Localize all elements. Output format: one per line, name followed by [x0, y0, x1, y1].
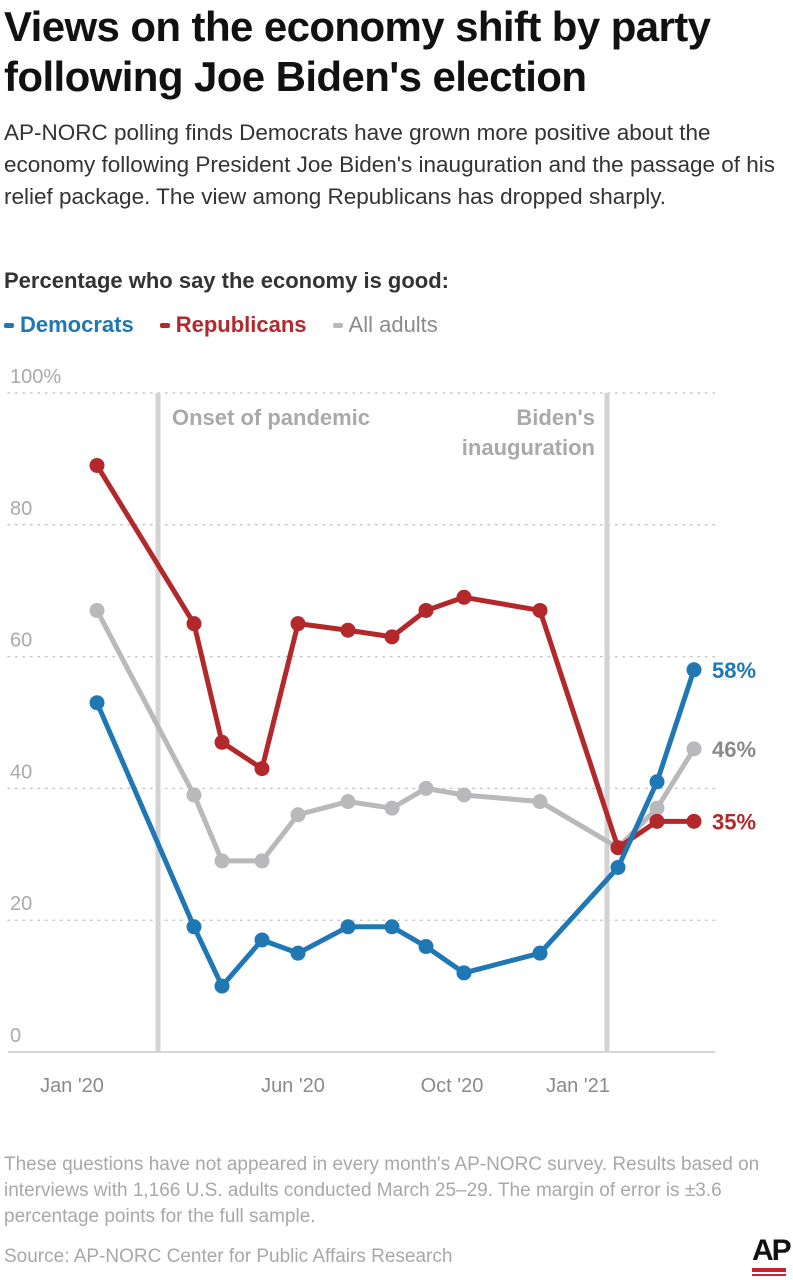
series-line-all-adults: [94, 607, 697, 864]
x-tick-label: Jun '20: [261, 1075, 325, 1097]
footnote: These questions have not appeared in eve…: [4, 1154, 760, 1227]
ap-logo: AP: [752, 1234, 792, 1276]
legend: Democrats Republicans All adults: [4, 312, 438, 338]
data-point-democrats: [418, 939, 434, 955]
data-point-democrats: [532, 945, 548, 961]
series-line-republicans: [94, 462, 697, 851]
legend-item-democrats: Democrats: [4, 312, 134, 338]
data-point-democrats: [89, 695, 105, 711]
data-point-republicans: [89, 457, 105, 473]
data-point-all-adults: [89, 602, 105, 618]
ap-logo-bar-thin: [752, 1274, 786, 1276]
x-tick-label: Jan '21: [546, 1075, 610, 1097]
y-tick-label: 60: [10, 630, 32, 652]
data-point-republicans: [418, 602, 434, 618]
legend-label-republicans: Republicans: [175, 312, 307, 337]
end-label-democrats: 58%: [712, 658, 756, 683]
data-point-all-adults: [532, 794, 548, 810]
legend-item-all-adults: All adults: [332, 312, 438, 338]
source-note: Source: AP-NORC Center for Public Affair…: [4, 1246, 453, 1267]
annotation-pandemic: Onset of pandemic: [172, 405, 370, 430]
end-label-republicans: 35%: [712, 809, 756, 834]
chart-title: Views on the economy shift by party foll…: [4, 3, 711, 100]
data-point-republicans: [186, 616, 202, 632]
y-tick-label: 0: [10, 1025, 21, 1047]
data-point-democrats: [384, 919, 400, 935]
y-tick-label: 100%: [10, 366, 61, 388]
data-point-all-adults: [456, 787, 472, 803]
legend-swatch-republicans: [159, 322, 170, 328]
data-point-republicans: [214, 734, 230, 750]
y-tick-label: 80: [10, 498, 32, 520]
data-point-republicans: [384, 629, 400, 645]
annotation-inauguration: Biden's: [516, 405, 595, 430]
line-chart: 100% 80 60 40 20 0 Onset of pandemic Biden's ina…: [7, 366, 756, 1097]
ap-logo-text: AP: [752, 1234, 792, 1267]
data-point-all-adults: [384, 800, 400, 816]
data-point-democrats: [340, 919, 356, 935]
data-point-republicans: [456, 589, 472, 605]
data-point-democrats: [214, 978, 230, 994]
legend-label-democrats: Democrats: [20, 312, 134, 337]
data-point-democrats: [686, 662, 702, 678]
y-tick-label: 20: [10, 893, 32, 915]
data-point-all-adults: [418, 780, 434, 796]
data-point-all-adults: [186, 787, 202, 803]
chart-subtitle: AP-NORC polling finds Democrats have gro…: [4, 120, 776, 209]
ap-logo-bar: [752, 1268, 786, 1272]
data-point-republicans: [290, 616, 306, 632]
data-point-republicans: [610, 840, 626, 856]
data-point-democrats: [649, 774, 665, 790]
legend-label-all-adults: All adults: [348, 312, 438, 337]
data-point-democrats: [456, 965, 472, 981]
data-point-republicans: [340, 622, 356, 638]
data-point-all-adults: [649, 800, 665, 816]
end-label-all-adults: 46%: [712, 737, 756, 762]
y-tick-label: 40: [10, 761, 32, 783]
x-tick-label: Jan '20: [40, 1075, 104, 1097]
legend-item-republicans: Republicans: [159, 312, 307, 338]
data-point-all-adults: [290, 807, 306, 823]
chart-question: Percentage who say the economy is good:: [4, 268, 449, 293]
annotation-inauguration: inauguration: [462, 435, 595, 460]
data-point-republicans: [649, 813, 665, 829]
data-point-democrats: [290, 945, 306, 961]
data-point-republicans: [254, 761, 270, 777]
data-point-republicans: [532, 602, 548, 618]
data-point-democrats: [254, 932, 270, 948]
data-point-all-adults: [686, 741, 702, 757]
data-point-all-adults: [254, 853, 270, 869]
data-point-all-adults: [340, 794, 356, 810]
x-tick-label: Oct '20: [421, 1075, 484, 1097]
data-point-all-adults: [214, 853, 230, 869]
legend-swatch-all-adults: [332, 322, 343, 328]
data-point-democrats: [610, 859, 626, 875]
data-point-democrats: [186, 919, 202, 935]
data-point-republicans: [686, 813, 702, 829]
legend-swatch-democrats: [4, 322, 14, 328]
series-line-democrats: [94, 667, 697, 989]
